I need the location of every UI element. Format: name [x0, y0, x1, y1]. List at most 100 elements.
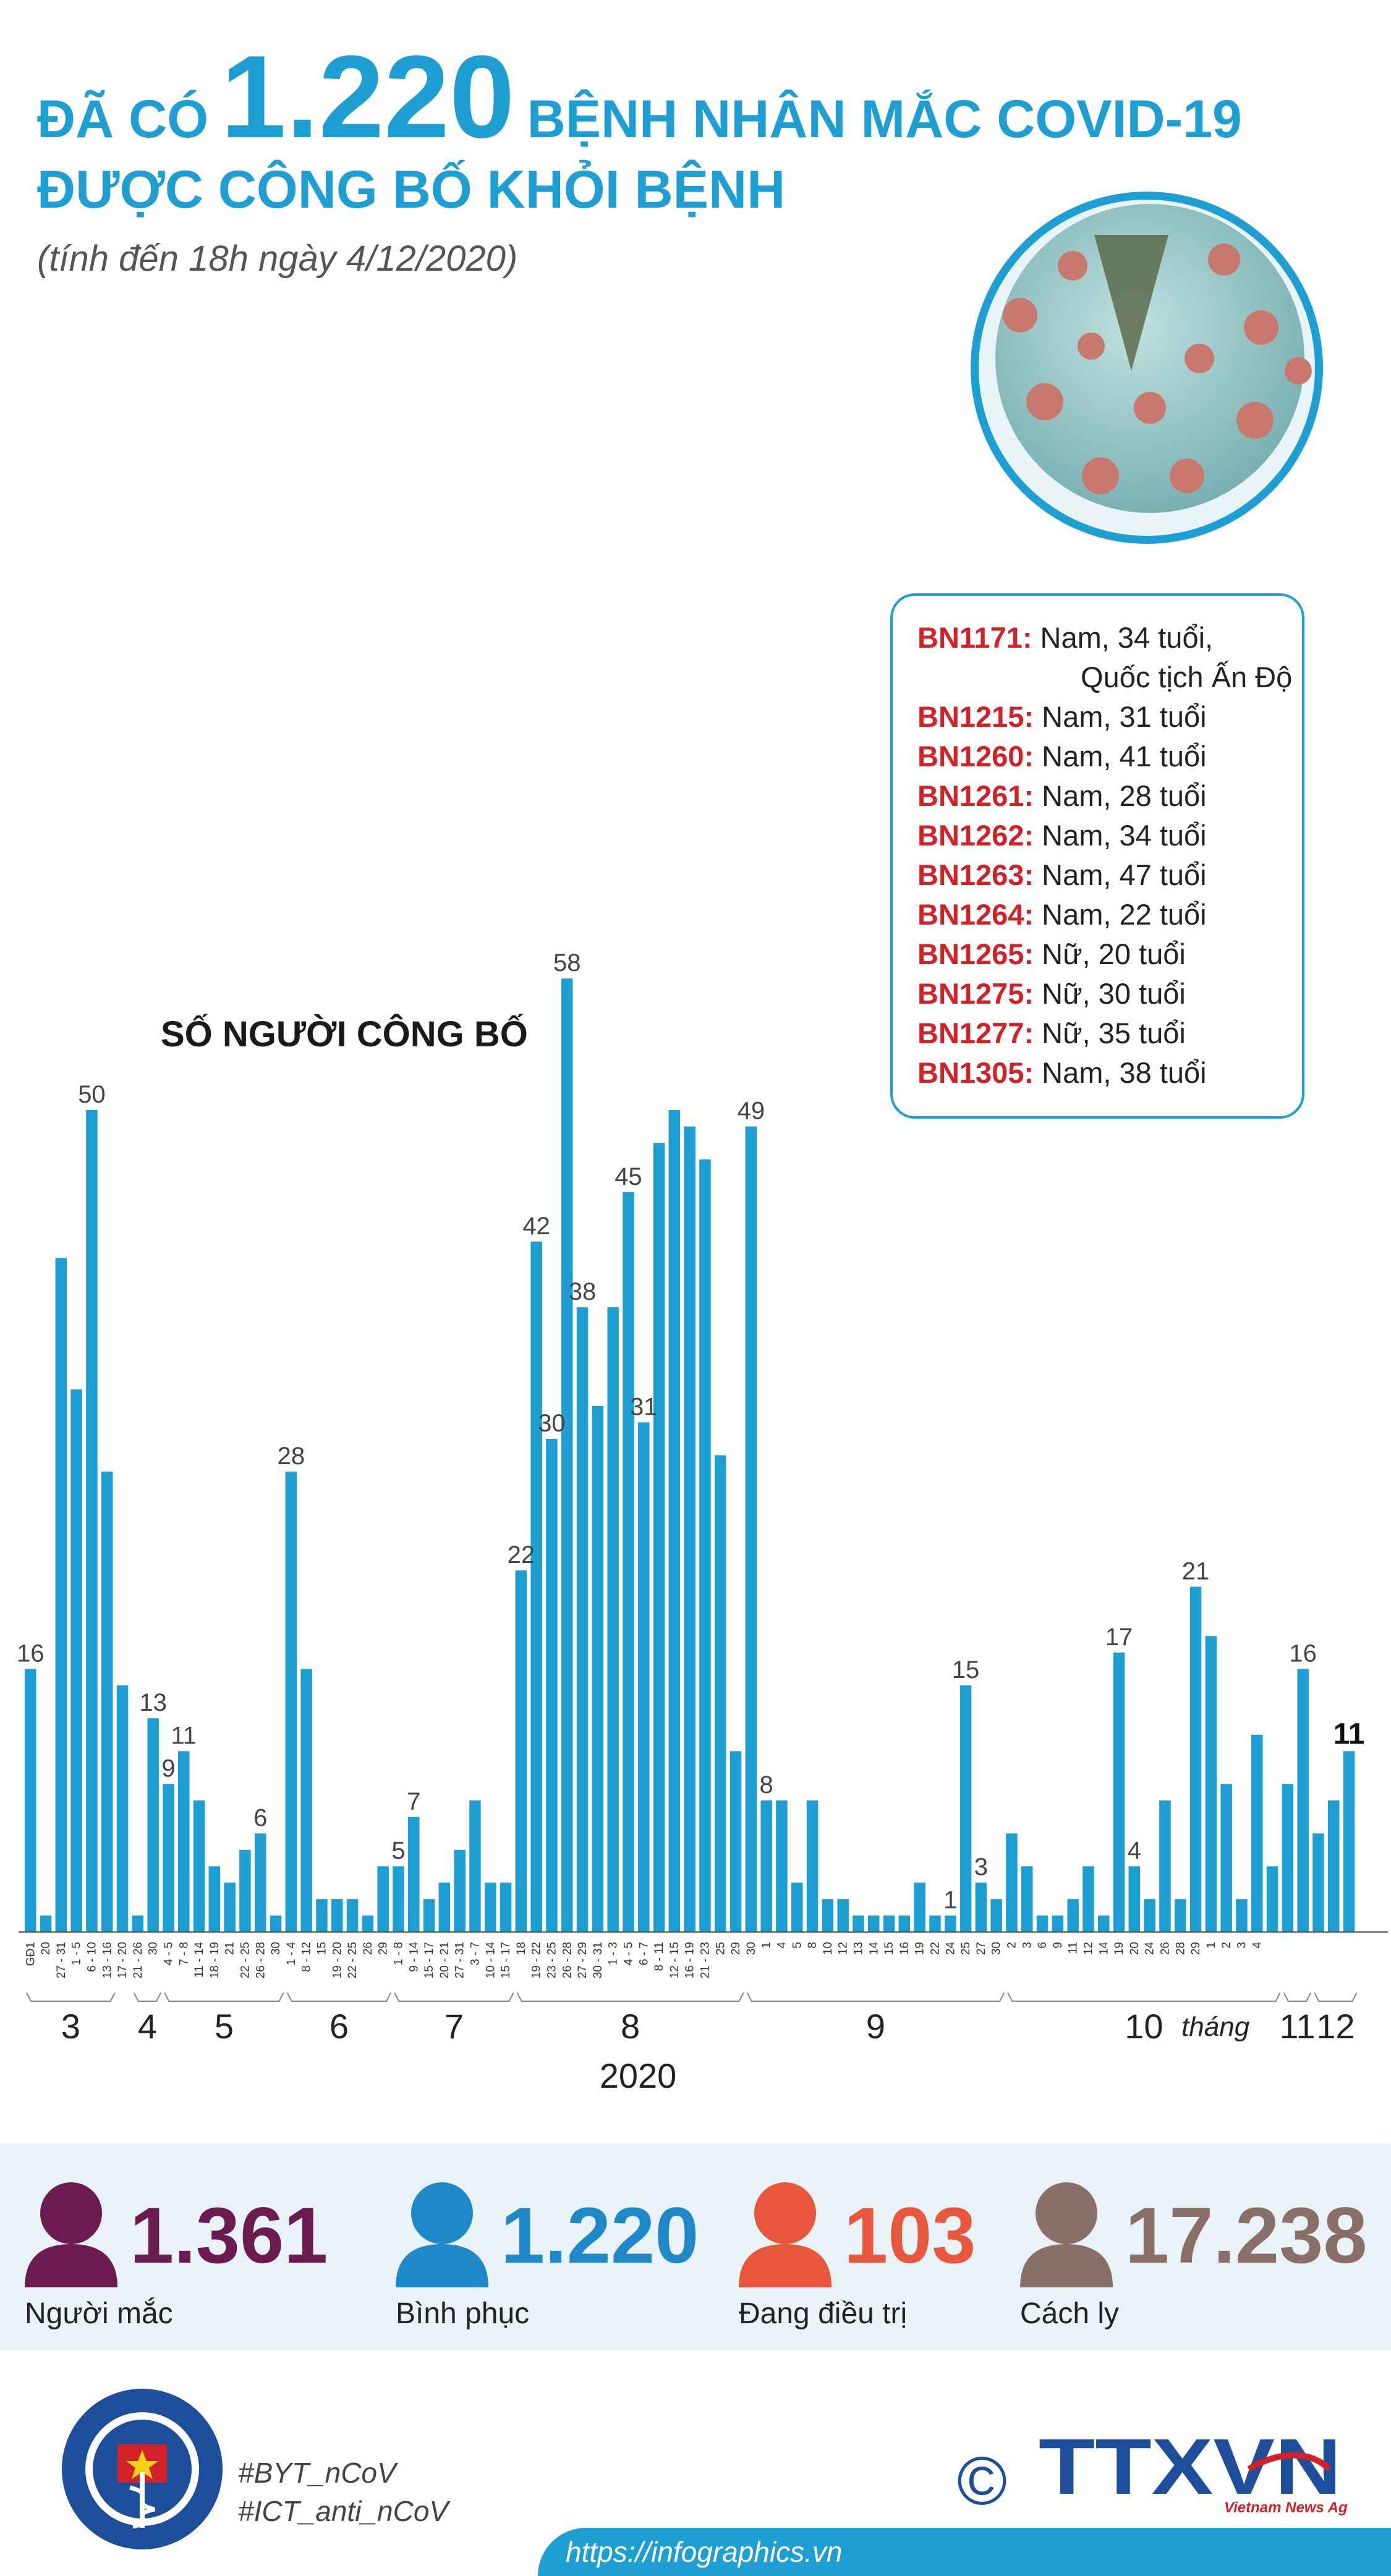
url-link[interactable]: https://infographics.vn [566, 2536, 843, 2568]
bar [86, 1110, 98, 1932]
bar [1312, 1833, 1324, 1932]
bar [745, 1126, 757, 1932]
bar [423, 1899, 435, 1932]
tick-label: 22 - 25 [239, 1942, 252, 1978]
bar [1036, 1915, 1049, 1932]
bar [331, 1899, 343, 1932]
bar [1113, 1652, 1125, 1932]
data-label: 9 [161, 1755, 175, 1782]
bar [990, 1899, 1002, 1932]
stats-strip: 1.361 Người mắc 1.220 Bình phục 103 Đang điều… [0, 2143, 1391, 2350]
agency-name: TTXVN [1039, 2426, 1342, 2511]
virus-illustration [971, 192, 1323, 544]
bar [806, 1800, 819, 1932]
person-icon [25, 2182, 117, 2287]
data-label: 21 [1182, 1557, 1210, 1585]
tick-label: 12 - 15 [668, 1942, 681, 1978]
patient-row: BN1261: Nam, 28 tuổi [917, 776, 1277, 816]
bar [898, 1915, 911, 1932]
bar [1297, 1669, 1309, 1932]
tick-label: 26 - 28 [561, 1942, 574, 1978]
tick-label: 5 [791, 1942, 804, 1949]
data-label: 49 [738, 1098, 765, 1125]
stat-value: 1.220 [501, 2192, 699, 2280]
tick-label: 15 - 17 [500, 1942, 513, 1978]
tick-label: 25 [714, 1942, 727, 1955]
tick-label: 16 [898, 1942, 911, 1955]
bar [163, 1784, 174, 1932]
tick-label: 13 - 16 [101, 1942, 114, 1978]
bar [1006, 1833, 1018, 1932]
patient-info: Nam, 41 tuổi [1034, 740, 1207, 773]
patient-id: BN1262: [917, 819, 1034, 852]
month-prefix: tháng [1181, 2012, 1250, 2042]
bar [132, 1915, 144, 1932]
data-label: 8 [760, 1771, 773, 1799]
bar [239, 1850, 251, 1932]
bar [776, 1800, 788, 1932]
bar [868, 1915, 880, 1932]
data-label: 7 [407, 1788, 420, 1815]
tick-label: 6 - 7 [637, 1942, 650, 1965]
tick-label: 1 - 4 [285, 1942, 298, 1965]
tick-label: 14 [1097, 1942, 1110, 1955]
tick-label: 9 - 14 [407, 1942, 420, 1972]
bar [454, 1850, 466, 1932]
patient-id: BN1265: [917, 938, 1034, 970]
patient-row: BN1263: Nam, 47 tuổi [917, 855, 1277, 895]
bar [653, 1143, 665, 1932]
tick-label: 4 - 5 [622, 1942, 635, 1965]
patient-row: BN1275: Nữ, 30 tuổi [917, 974, 1277, 1014]
tick-label: 18 - 19 [208, 1942, 221, 1978]
bar [1067, 1899, 1079, 1932]
bar [1266, 1866, 1278, 1932]
patient-row: BN1265: Nữ, 20 tuổi [917, 934, 1277, 974]
tick-label: 26 - 28 [254, 1942, 267, 1978]
tick-label: 15 [883, 1942, 896, 1955]
tick-label: 21 - 26 [132, 1942, 145, 1978]
tick-label: 29 [1189, 1942, 1202, 1955]
data-label: 5 [391, 1837, 405, 1865]
tick-label: 27 [975, 1942, 988, 1955]
chart-title: SỐ NGƯỜI CÔNG BỐ [161, 1014, 528, 1054]
bar [1236, 1899, 1248, 1932]
data-label: 11 [1334, 1718, 1365, 1750]
copyright-icon: © [957, 2443, 1008, 2519]
bar [1189, 1587, 1202, 1932]
month-bracket [26, 1992, 116, 2002]
bar [791, 1883, 803, 1932]
bar [1144, 1899, 1155, 1932]
data-label: 28 [278, 1443, 305, 1470]
ttxvn-logo: TTXVN Vietnam News Agency [1039, 2426, 1348, 2516]
bar [1343, 1751, 1355, 1932]
tick-label: 19 - 20 [331, 1942, 344, 1978]
tick-label: 27 - 31 [454, 1942, 467, 1978]
bar [959, 1685, 972, 1932]
tick-label: 12 [1082, 1942, 1095, 1955]
tick-label: 9 [1052, 1942, 1065, 1949]
patient-row: BN1171: Nam, 34 tuổi, [917, 618, 1277, 658]
tick-label: 26 [362, 1942, 375, 1955]
tick-label: 21 - 23 [699, 1942, 712, 1978]
data-label: 16 [17, 1640, 45, 1667]
tick-label: 28 [1174, 1942, 1187, 1955]
tick-label: 29 [730, 1942, 742, 1955]
bar [623, 1192, 634, 1932]
subtitle: (tính đến 18h ngày 4/12/2020) [37, 239, 518, 279]
tick-label: 12 [837, 1942, 850, 1955]
bar [55, 1258, 67, 1932]
bar [485, 1883, 496, 1932]
bar [178, 1751, 190, 1932]
year-label: 2020 [600, 2056, 677, 2095]
patient-note: Quốc tịch Ấn Độ [1081, 661, 1293, 693]
data-label: 1 [943, 1886, 957, 1913]
hashtag-byt: #BYT_nCoV [238, 2457, 396, 2489]
patient-info: Nam, 47 tuổi [1034, 858, 1207, 891]
patient-row: BN1215: Nam, 31 tuổi [917, 697, 1277, 737]
bar [377, 1866, 389, 1932]
tick-label: 3 [1021, 1942, 1034, 1949]
bar [837, 1899, 849, 1932]
stat-label: Người mắc [25, 2297, 173, 2330]
tick-label: 25 [959, 1942, 972, 1955]
data-label: 16 [1289, 1640, 1317, 1667]
